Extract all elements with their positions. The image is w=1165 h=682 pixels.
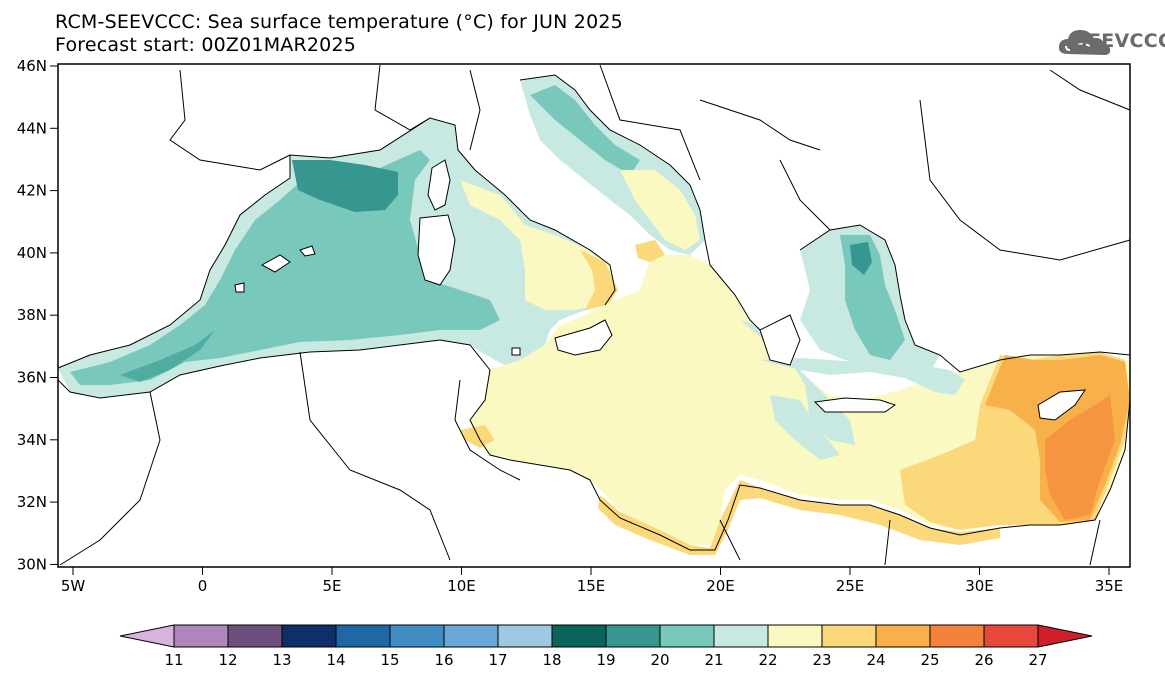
colorbar-label: 20 <box>650 651 669 669</box>
colorbar-max-arrow <box>1037 624 1093 648</box>
lon-tick-label: 5W <box>61 577 86 595</box>
colorbar-swatch <box>983 624 1039 648</box>
colorbar-swatch <box>605 624 661 648</box>
colorbar-label: 22 <box>758 651 777 669</box>
colorbar-swatch <box>713 624 769 648</box>
colorbar-label: 13 <box>272 651 291 669</box>
lat-tick-label: 32N <box>17 493 47 511</box>
lon-tick-label: 10E <box>447 577 476 595</box>
lat-tick-label: 42N <box>17 182 47 200</box>
colorbar-swatch <box>875 624 931 648</box>
lon-tick-label: 15E <box>577 577 606 595</box>
lat-tick-label: 46N <box>17 57 47 75</box>
map-title: RCM-SEEVCCC: Sea surface temperature (°C… <box>55 11 623 33</box>
lon-tick-label: 25E <box>836 577 865 595</box>
colorbar-label: 18 <box>542 651 561 669</box>
colorbar-label: 19 <box>596 651 615 669</box>
coastline <box>57 64 1131 566</box>
colorbar-label: 16 <box>434 651 453 669</box>
colorbar-swatch <box>173 624 229 648</box>
colorbar-label: 24 <box>866 651 885 669</box>
colorbar-swatch <box>443 624 499 648</box>
colorbar-swatch <box>551 624 607 648</box>
colorbar-label: 11 <box>164 651 183 669</box>
lon-tick-label: 20E <box>706 577 735 595</box>
colorbar-swatch <box>821 624 877 648</box>
colorbar-label: 17 <box>488 651 507 669</box>
lon-tick-label: 0 <box>198 577 208 595</box>
colorbar-label: 15 <box>380 651 399 669</box>
colorbar-swatch <box>281 624 337 648</box>
lat-tick-label: 34N <box>17 431 47 449</box>
lon-tick-label: 30E <box>965 577 994 595</box>
colorbar-label: 25 <box>920 651 939 669</box>
colorbar-swatch <box>497 624 553 648</box>
lon-tick-label: 5E <box>322 577 341 595</box>
colorbar-swatch <box>929 624 985 648</box>
colorbar-swatch <box>227 624 283 648</box>
colorbar-label: 12 <box>218 651 237 669</box>
cloud-icon <box>1058 30 1111 55</box>
colorbar: 11 12 13 14 15 16 17 18 19 20 21 22 23 24 25 26 27 <box>119 624 1093 669</box>
colorbar-label: 23 <box>812 651 831 669</box>
colorbar-label: 27 <box>1028 651 1047 669</box>
colorbar-swatch <box>335 624 391 648</box>
lat-tick-label: 40N <box>17 244 47 262</box>
colorbar-min-arrow <box>119 624 175 648</box>
latitude-axis: 46N 44N 42N 40N 38N 36N 34N 32N 30N <box>17 57 58 573</box>
lat-tick-label: 30N <box>17 555 47 573</box>
sea-surface-temperature-field <box>58 75 1130 555</box>
longitude-axis: 5W 0 5E 10E 15E 20E 25E 30E 35E <box>61 567 1123 595</box>
colorbar-swatch <box>389 624 445 648</box>
colorbar-label: 21 <box>704 651 723 669</box>
forecast-start: Forecast start: 00Z01MAR2025 <box>55 34 357 56</box>
colorbar-swatch <box>767 624 823 648</box>
lat-tick-label: 36N <box>17 369 47 387</box>
land-mask <box>234 159 1086 421</box>
colorbar-label: 14 <box>326 651 345 669</box>
lat-tick-label: 38N <box>17 306 47 324</box>
lat-tick-label: 44N <box>17 119 47 137</box>
colorbar-label: 26 <box>974 651 993 669</box>
lon-tick-label: 35E <box>1095 577 1124 595</box>
logo-text: SEEVCCC <box>1074 30 1165 52</box>
colorbar-swatch <box>659 624 715 648</box>
